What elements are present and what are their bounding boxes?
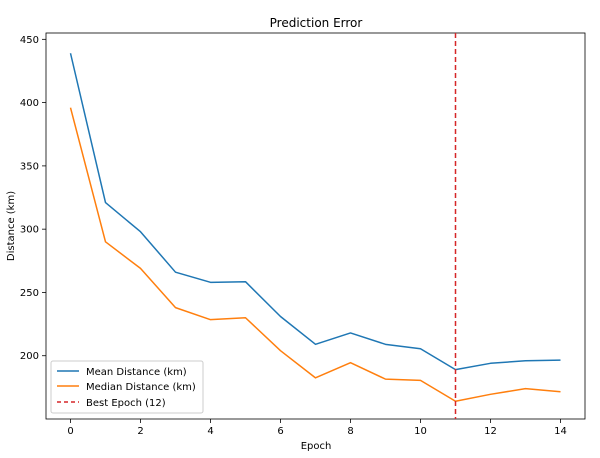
legend-median-label: Median Distance (km) [86, 382, 196, 393]
y-tick-label: 350 [20, 161, 39, 172]
legend: Mean Distance (km) Median Distance (km) … [50, 360, 204, 414]
x-tick-label: 4 [207, 426, 213, 437]
x-axis-label: Epoch [301, 441, 332, 452]
x-tick-label: 14 [554, 426, 567, 437]
y-tick-label: 300 [20, 225, 39, 236]
legend-best-epoch-label: Best Epoch (12) [86, 398, 166, 409]
legend-box [50, 360, 204, 414]
series-line-mean [69, 53, 561, 371]
y-tick-label: 450 [20, 35, 39, 46]
x-tick-label: 12 [484, 426, 497, 437]
y-tick-label: 400 [20, 98, 39, 109]
y-tick-label: 200 [20, 351, 39, 362]
chart-title: Prediction Error [270, 16, 363, 30]
legend-mean-label: Mean Distance (km) [86, 367, 187, 378]
y-axis-label: Distance (km) [6, 191, 17, 261]
y-tick-label: 250 [20, 288, 39, 299]
plot-frame [45, 32, 586, 420]
x-tick-label: 6 [277, 426, 283, 437]
x-tick-label: 0 [67, 426, 73, 437]
x-tick-label: 10 [414, 426, 427, 437]
series-line-median [69, 107, 561, 403]
x-tick-label: 2 [137, 426, 143, 437]
x-tick-label: 8 [347, 426, 353, 437]
